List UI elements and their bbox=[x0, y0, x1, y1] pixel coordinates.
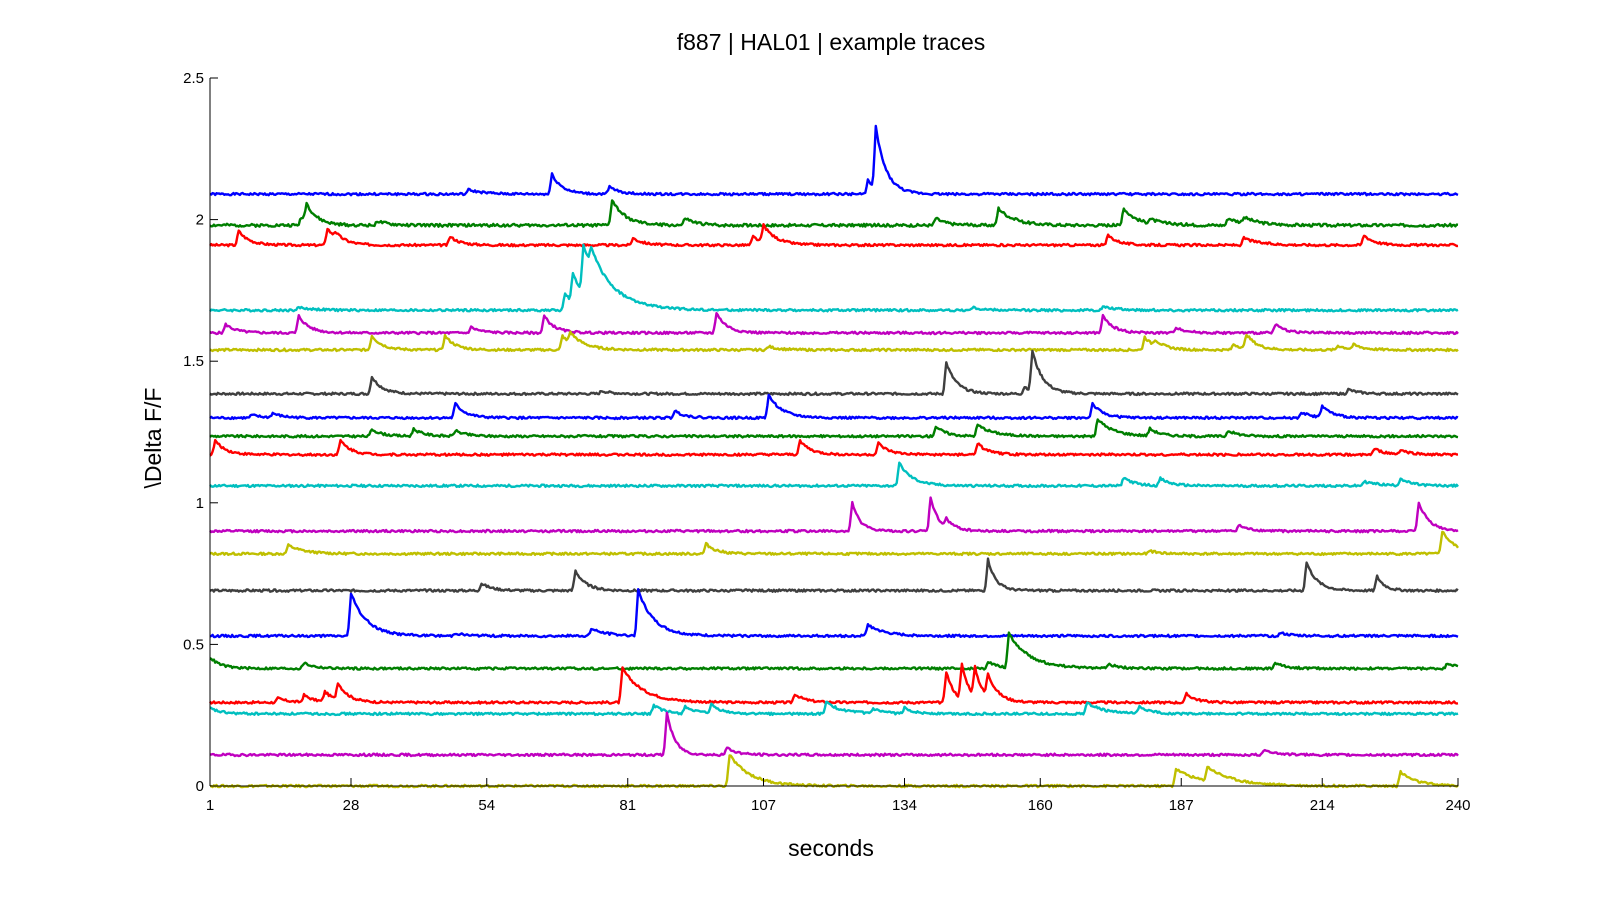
trace-line-12 bbox=[209, 496, 1459, 534]
x-tick-label: 28 bbox=[343, 797, 360, 814]
trace-line-10 bbox=[209, 438, 1459, 457]
trace-line-16 bbox=[209, 631, 1459, 671]
y-axis-label: \Delta F/F bbox=[140, 388, 166, 489]
trace-line-11 bbox=[209, 461, 1459, 489]
y-tick-label: 0 bbox=[196, 778, 204, 795]
x-tick-label: 134 bbox=[892, 797, 917, 814]
trace-line-2 bbox=[209, 199, 1459, 228]
x-tick-label: 1 bbox=[206, 797, 214, 814]
trace-line-14 bbox=[209, 557, 1459, 593]
trace-line-20 bbox=[209, 754, 1459, 789]
x-tick-label: 160 bbox=[1028, 797, 1053, 814]
y-tick-label: 2 bbox=[196, 212, 204, 229]
trace-line-4 bbox=[209, 243, 1459, 313]
x-tick-label: 107 bbox=[751, 797, 776, 814]
trace-line-1 bbox=[209, 124, 1459, 197]
y-tick-label: 1.5 bbox=[183, 353, 204, 370]
trace-line-6 bbox=[209, 330, 1459, 353]
trace-line-13 bbox=[209, 530, 1459, 557]
x-tick-label: 81 bbox=[619, 797, 636, 814]
x-tick-label: 54 bbox=[478, 797, 495, 814]
y-tick-label: 2.5 bbox=[183, 70, 204, 87]
y-tick-label: 1 bbox=[196, 495, 204, 512]
y-tick-label: 0.5 bbox=[183, 636, 204, 653]
trace-line-3 bbox=[209, 222, 1459, 248]
trace-line-18 bbox=[209, 700, 1459, 717]
trace-line-17 bbox=[209, 662, 1459, 705]
trace-line-15 bbox=[209, 588, 1459, 639]
traces bbox=[209, 124, 1459, 789]
trace-line-19 bbox=[209, 711, 1459, 758]
trace-line-5 bbox=[209, 312, 1459, 336]
x-tick-label: 187 bbox=[1169, 797, 1194, 814]
x-axis-label: seconds bbox=[788, 835, 874, 861]
trace-line-9 bbox=[209, 418, 1459, 439]
chart-title: f887 | HAL01 | example traces bbox=[677, 29, 986, 55]
trace-line-8 bbox=[209, 393, 1459, 421]
axes: 1 28 54 81 107 134 160 187 214 240 0 0.5 1 1.5 2 2.5 bbox=[183, 70, 1470, 814]
trace-line-7 bbox=[209, 349, 1459, 397]
x-tick-label: 214 bbox=[1310, 797, 1335, 814]
x-tick-label: 240 bbox=[1445, 797, 1470, 814]
